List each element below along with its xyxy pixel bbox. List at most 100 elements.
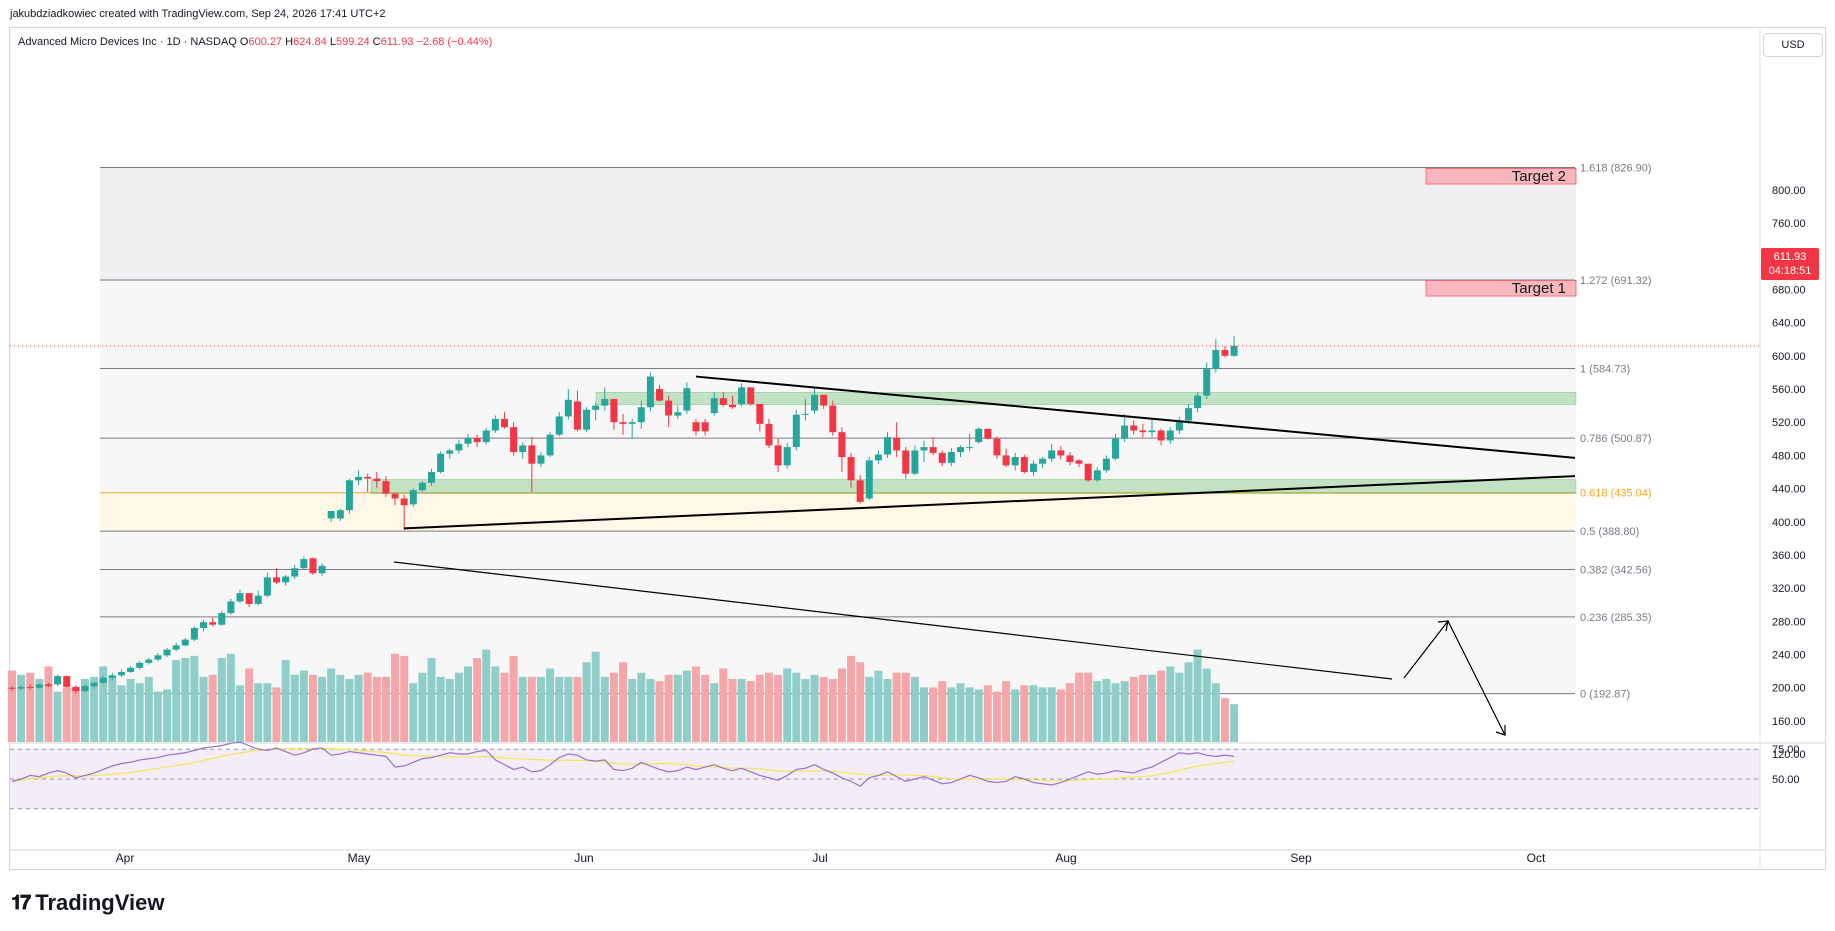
rsi-tick-label: 50.00	[1772, 774, 1800, 786]
fib-label: 0.382 (342.56)	[1580, 564, 1652, 576]
candle-body	[245, 593, 253, 604]
candle-body	[573, 401, 581, 430]
candle-body	[272, 577, 280, 583]
volume-bar	[1065, 683, 1074, 742]
volume-bar	[80, 679, 89, 742]
volume-bar	[719, 668, 728, 742]
volume-bar	[1230, 704, 1239, 742]
candle-body	[847, 457, 855, 481]
volume-bar	[500, 672, 509, 742]
candle-body	[856, 480, 864, 502]
fib-label: 0.618 (435.04)	[1580, 488, 1652, 500]
volume-bar	[983, 685, 992, 742]
volume-bar	[965, 687, 974, 742]
volume-bar	[774, 674, 783, 742]
candle-body	[44, 684, 52, 687]
volume-bar	[783, 668, 792, 742]
volume-bar	[135, 683, 144, 742]
volume-bar	[992, 691, 1001, 742]
candle-body	[1221, 350, 1229, 356]
candle-body	[227, 601, 235, 614]
volume-bar	[573, 676, 582, 742]
volume-bar	[163, 689, 172, 742]
volume-bar	[308, 674, 317, 742]
candle-body	[300, 559, 308, 569]
candle-body	[1057, 450, 1065, 456]
candle-body	[938, 452, 946, 463]
y-tick-label: 640.00	[1772, 318, 1806, 330]
volume-bar	[199, 676, 208, 742]
volume-bar	[1138, 674, 1147, 742]
last-price-countdown: 04:18:51	[1768, 265, 1812, 277]
candle-body	[163, 649, 171, 656]
candle-body	[154, 655, 162, 660]
candle-body	[491, 418, 499, 431]
volume-bar	[436, 676, 445, 742]
fib-label: 0 (192.87)	[1580, 689, 1630, 701]
volume-bar	[1175, 672, 1184, 742]
volume-bar	[391, 653, 400, 742]
volume-bar	[546, 668, 555, 742]
volume-bar	[536, 676, 545, 742]
tradingview-logo[interactable]: 𝟏𝟕 TradingView	[11, 890, 164, 916]
candle-body	[1194, 395, 1202, 409]
candle-body	[136, 662, 144, 668]
target-box	[1425, 167, 1577, 185]
candle-body	[263, 577, 271, 596]
y-tick-label: 800.00	[1772, 185, 1806, 197]
volume-bar	[381, 676, 390, 742]
volume-bar	[1193, 649, 1202, 742]
candle-body	[409, 490, 417, 505]
candle-body	[1039, 458, 1047, 464]
candle-body	[738, 387, 746, 404]
candle-body	[1084, 463, 1092, 481]
candle-body	[601, 398, 609, 406]
volume-bar	[920, 687, 928, 742]
candle-body	[674, 412, 682, 416]
y-tick-label: 280.00	[1772, 616, 1806, 628]
volume-bar	[682, 670, 691, 742]
y-tick-label: 520.00	[1772, 417, 1806, 429]
candle-body	[637, 407, 645, 423]
y-tick-label: 400.00	[1772, 517, 1806, 529]
tradingview-logo-text: TradingView	[35, 890, 165, 915]
candle-body	[701, 422, 709, 432]
volume-bar	[1211, 683, 1220, 742]
volume-bar	[819, 676, 828, 742]
candle-body	[1203, 369, 1211, 396]
volume-bar	[883, 679, 892, 742]
candle-body	[546, 434, 554, 456]
candle-body	[455, 443, 463, 451]
candle-body	[1020, 457, 1028, 472]
volume-bar	[1202, 668, 1211, 742]
volume-bar	[701, 674, 710, 742]
candle-body	[774, 445, 782, 466]
fib-label: 0.5 (388.80)	[1580, 526, 1639, 538]
candle-body	[555, 416, 563, 435]
candle-body	[26, 686, 34, 688]
volume-bar	[527, 676, 536, 742]
volume-bar	[1029, 685, 1038, 742]
volume-bar	[1129, 676, 1138, 742]
fib-label: 0.236 (285.35)	[1580, 612, 1652, 624]
volume-bar	[956, 683, 965, 742]
candle-body	[884, 437, 892, 455]
volume-bar	[53, 691, 62, 742]
x-tick-label: Jul	[812, 851, 827, 865]
y-tick-label: 240.00	[1772, 650, 1806, 662]
candle-body	[820, 394, 828, 406]
candle-body	[583, 409, 591, 430]
currency-button[interactable]: USD	[1763, 33, 1823, 57]
volume-bar	[1038, 687, 1047, 742]
chart-frame	[9, 27, 1826, 870]
volume-bar	[637, 672, 646, 742]
volume-bar	[910, 676, 919, 742]
candle-body	[464, 437, 472, 444]
candle-body	[865, 460, 873, 499]
fib-band-upper	[100, 167, 1576, 281]
volume-bar	[1093, 681, 1102, 742]
volume-bar	[509, 655, 518, 742]
volume-bar	[126, 679, 135, 742]
volume-bar	[99, 666, 108, 742]
